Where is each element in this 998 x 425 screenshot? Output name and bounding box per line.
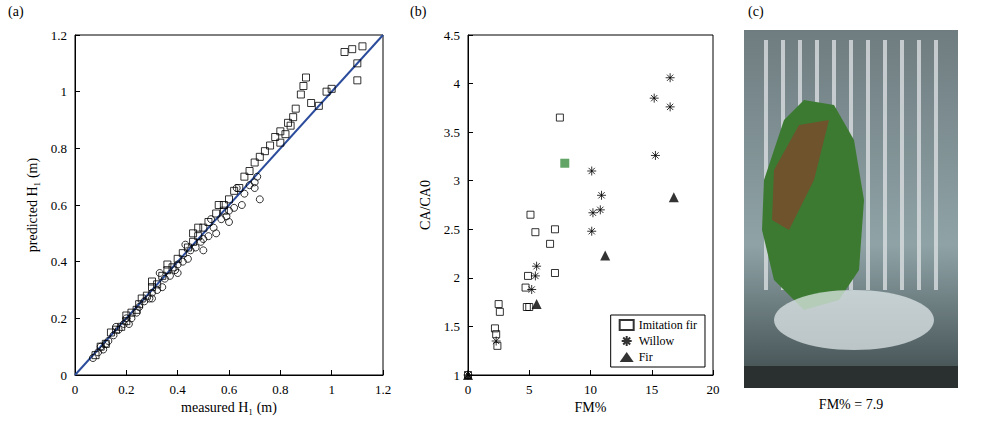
svg-text:1.2: 1.2	[51, 28, 67, 43]
svg-text:(b): (b)	[410, 4, 427, 20]
svg-text:CA/CA0: CA/CA0	[418, 180, 433, 230]
svg-text:0.2: 0.2	[118, 382, 134, 397]
svg-text:0.8: 0.8	[51, 141, 67, 156]
svg-text:Imitation fir: Imitation fir	[639, 318, 697, 332]
svg-text:20: 20	[707, 382, 720, 397]
svg-text:1.5: 1.5	[444, 319, 460, 334]
svg-text:0: 0	[465, 382, 472, 397]
svg-text:0: 0	[61, 368, 68, 383]
svg-text:FM%: FM%	[575, 400, 607, 415]
svg-text:10: 10	[584, 382, 597, 397]
svg-text:0.6: 0.6	[51, 198, 68, 213]
svg-text:4: 4	[454, 76, 461, 91]
svg-text:predicted H₁ (m): predicted H₁ (m)	[25, 158, 41, 253]
svg-text:(c): (c)	[748, 4, 764, 20]
svg-text:measured H₁ (m): measured H₁ (m)	[181, 400, 277, 416]
svg-text:0.2: 0.2	[51, 311, 67, 326]
svg-text:0.6: 0.6	[221, 382, 238, 397]
svg-text:0.4: 0.4	[51, 254, 68, 269]
svg-text:2.5: 2.5	[444, 222, 460, 237]
svg-text:0.8: 0.8	[272, 382, 288, 397]
svg-text:15: 15	[645, 382, 658, 397]
svg-text:Willow: Willow	[639, 334, 675, 348]
svg-text:1: 1	[454, 368, 461, 383]
svg-text:1: 1	[61, 84, 68, 99]
svg-text:3.5: 3.5	[444, 125, 460, 140]
svg-text:(a): (a)	[8, 4, 24, 20]
svg-text:4.5: 4.5	[444, 28, 460, 43]
svg-text:3: 3	[454, 173, 461, 188]
svg-text:Fir: Fir	[639, 350, 653, 364]
svg-text:2: 2	[454, 270, 461, 285]
svg-text:5: 5	[526, 382, 533, 397]
svg-text:FM% = 7.9: FM% = 7.9	[819, 397, 883, 412]
svg-text:1.2: 1.2	[375, 382, 391, 397]
svg-text:0: 0	[72, 382, 79, 397]
svg-text:0.4: 0.4	[170, 382, 187, 397]
svg-text:1: 1	[328, 382, 335, 397]
